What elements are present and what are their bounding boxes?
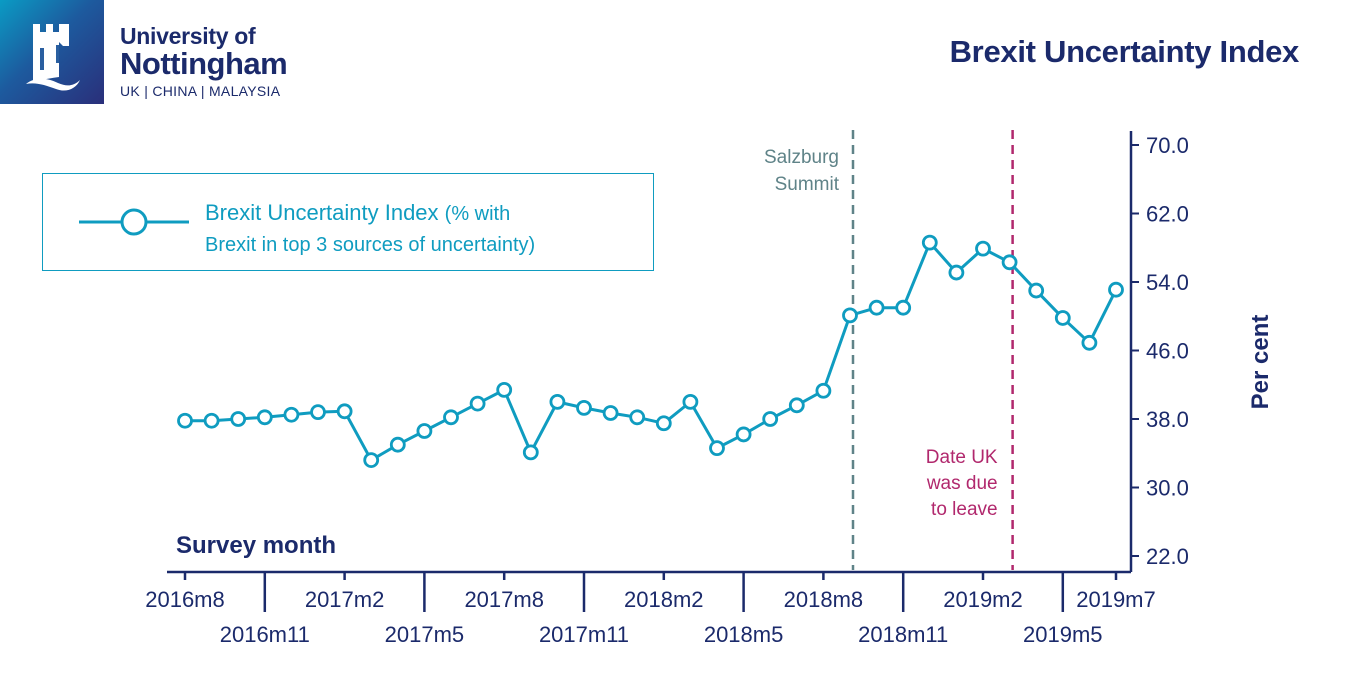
legend: Brexit Uncertainty Index (% with Brexit …	[42, 173, 654, 271]
data-point	[576, 399, 592, 416]
data-point	[203, 412, 220, 429]
data-point	[283, 406, 300, 423]
annotation-label-salzburg: Summit	[775, 174, 840, 195]
legend-label-line2: Brexit in top 3 sources of uncertainty)	[205, 234, 536, 256]
data-point	[682, 393, 699, 410]
annotation-label-salzburg: Salzburg	[764, 147, 839, 168]
data-point	[1028, 282, 1045, 299]
legend-label-paren: (% with	[444, 203, 511, 225]
data-point	[1054, 310, 1071, 326]
university-logo	[0, 0, 104, 104]
annotation-label-leave-date: was due	[926, 473, 998, 494]
x-tick-label: 2018m11	[858, 622, 948, 647]
annotation-label-leave-date: to leave	[931, 499, 998, 520]
data-point	[921, 234, 938, 251]
data-point	[655, 415, 672, 432]
x-tick-label: 2017m8	[464, 587, 544, 612]
logo-line-3: UK | CHINA | MALAYSIA	[120, 83, 281, 99]
x-tick-label: 2019m2	[943, 587, 1023, 612]
annotation-label-leave-date: Date UK	[926, 447, 998, 468]
data-point	[815, 382, 832, 399]
data-point	[1108, 281, 1124, 298]
y-tick-label: 30.0	[1146, 476, 1189, 501]
x-tick-label: 2018m2	[624, 587, 704, 612]
data-point	[256, 409, 273, 426]
data-point	[762, 411, 779, 427]
data-point	[389, 436, 406, 453]
y-axis-title: Per cent	[1247, 315, 1274, 410]
data-point	[788, 397, 805, 414]
data-point	[522, 444, 539, 461]
y-tick-label: 54.0	[1146, 270, 1189, 295]
series-brexit-uncertainty	[177, 234, 1124, 469]
x-tick-label: 2017m5	[385, 622, 465, 647]
x-tick-label: 2019m7	[1076, 587, 1156, 612]
logo-line-1: University of	[120, 23, 256, 49]
data-point	[443, 409, 459, 426]
data-point	[602, 405, 619, 421]
data-point	[948, 264, 965, 281]
x-tick-label: 2017m11	[539, 622, 629, 647]
y-tick-label: 22.0	[1146, 544, 1189, 569]
chart-title: Brexit Uncertainty Index	[949, 34, 1300, 69]
legend-label-main: Brexit Uncertainty Index	[205, 200, 439, 225]
annotations: Salzburg Summit Date UK was due to leave	[764, 130, 1014, 570]
castle-tower-icon	[26, 24, 80, 91]
x-tick-label: 2019m5	[1023, 622, 1103, 647]
x-tick-label: 2017m2	[305, 587, 385, 612]
data-point	[549, 393, 566, 410]
x-tick-label: 2016m8	[145, 587, 225, 612]
series-line	[185, 241, 1118, 462]
y-tick-label: 70.0	[1146, 133, 1189, 158]
data-point	[1001, 254, 1018, 271]
data-point	[842, 307, 858, 324]
y-tick-label: 62.0	[1146, 202, 1189, 227]
data-point	[177, 412, 193, 429]
university-name: University of Nottingham UK | CHINA | MA…	[120, 23, 288, 102]
data-point	[895, 299, 912, 316]
data-point	[230, 411, 247, 427]
x-tick-label: 2018m5	[704, 622, 784, 647]
y-tick-label: 46.0	[1146, 339, 1189, 364]
axes: 70.0 62.0 54.0 46.0 38.0 30.0 22.0 2016m8 2016m1…	[145, 131, 1189, 647]
data-point	[975, 240, 991, 257]
logo-line-2: Nottingham	[120, 46, 288, 81]
data-point	[310, 404, 326, 421]
data-point	[735, 426, 752, 443]
data-point	[629, 409, 646, 426]
data-point	[363, 452, 380, 469]
data-point	[336, 403, 353, 420]
x-axis-title: Survey month	[176, 532, 336, 559]
x-tick-label: 2018m8	[784, 587, 864, 612]
data-point	[496, 381, 513, 398]
data-point	[416, 423, 433, 439]
y-tick-label: 38.0	[1146, 407, 1189, 432]
data-point	[868, 299, 885, 316]
legend-label: Brexit Uncertainty Index (% with Brexit …	[205, 198, 535, 260]
legend-marker-icon	[79, 208, 189, 236]
data-point	[1081, 334, 1098, 351]
data-point	[709, 440, 725, 457]
x-tick-label: 2016m11	[220, 622, 310, 647]
data-point	[469, 395, 486, 412]
